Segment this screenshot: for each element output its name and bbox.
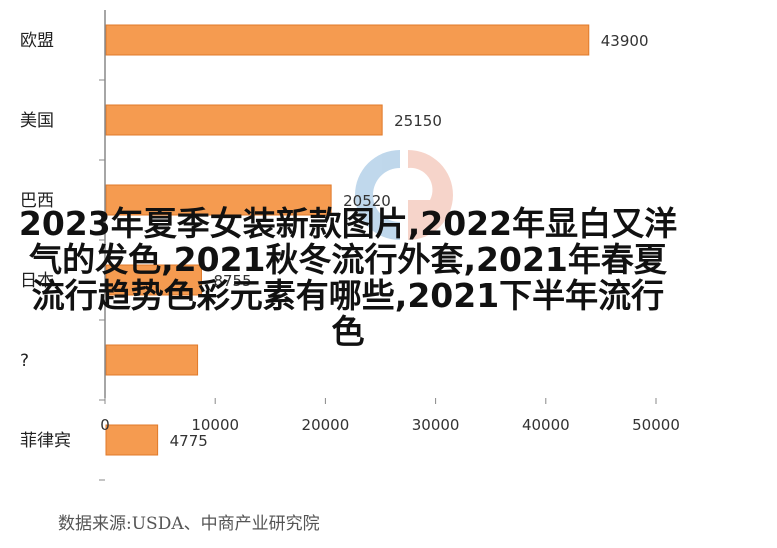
category-label: 菲律宾 xyxy=(20,431,71,451)
category-label: 日本 xyxy=(20,271,54,291)
data-label: 25150 xyxy=(394,112,442,130)
bar xyxy=(105,24,590,56)
x-tick-label: 0 xyxy=(100,416,110,434)
data-label: 4775 xyxy=(170,432,208,450)
x-tick-label: 40000 xyxy=(522,416,570,434)
data-label: 8755 xyxy=(213,272,251,290)
category-label: 巴西 xyxy=(20,191,54,211)
bar xyxy=(105,424,159,456)
x-tick-label: 20000 xyxy=(302,416,350,434)
category-label: ? xyxy=(20,351,29,371)
source-note: 数据来源:USDA、中商产业研究院 xyxy=(58,514,320,534)
x-tick-label: 10000 xyxy=(191,416,239,434)
bar xyxy=(105,264,202,296)
bar xyxy=(105,184,332,216)
x-tick-label: 50000 xyxy=(632,416,680,434)
category-label: 美国 xyxy=(20,111,54,131)
data-label: 20520 xyxy=(343,192,391,210)
bar xyxy=(105,344,199,376)
watermark-logo xyxy=(355,150,453,240)
x-tick-label: 30000 xyxy=(412,416,460,434)
overlay-title: 2023年夏季女装新款图片,2022年显白又洋气的发色,2021秋冬流行外套,2… xyxy=(18,204,678,351)
category-label: 欧盟 xyxy=(20,31,54,51)
data-label: 43900 xyxy=(601,32,649,50)
bar xyxy=(105,104,383,136)
